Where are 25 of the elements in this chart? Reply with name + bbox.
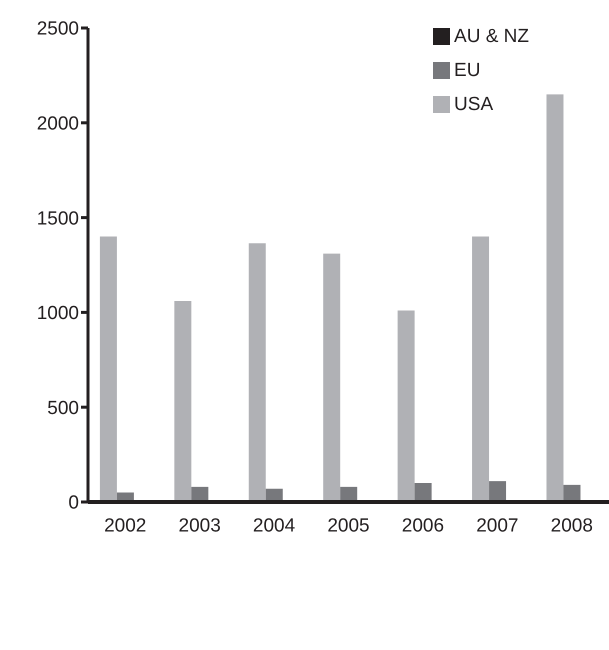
bar: [414, 483, 432, 502]
bar: [489, 481, 506, 502]
legend-label: AU & NZ: [454, 26, 529, 47]
x-tick-label: 2002: [104, 515, 146, 536]
bar: [248, 243, 266, 502]
x-tick-label: 2003: [178, 515, 221, 536]
bar: [546, 94, 564, 502]
y-tick-label: 500: [47, 398, 79, 419]
x-tick-label: 2008: [550, 515, 593, 536]
legend-label: EU: [454, 60, 480, 81]
y-tick-label: 2000: [36, 114, 79, 135]
bar: [472, 236, 490, 502]
bar: [174, 301, 192, 502]
bar: [398, 310, 415, 502]
y-tick-label: 1500: [36, 208, 79, 230]
bar: [323, 254, 340, 502]
bar: [100, 236, 117, 502]
x-tick-label: 2007: [476, 515, 518, 536]
x-tick-label: 2006: [402, 515, 444, 536]
legend-label: USA: [454, 94, 494, 115]
y-tick-label: 0: [68, 492, 79, 514]
y-tick-label: 2500: [36, 18, 79, 40]
x-tick-label: 2005: [327, 515, 370, 536]
x-tick-label: 2004: [252, 515, 296, 536]
y-tick-label: 1000: [36, 303, 79, 324]
